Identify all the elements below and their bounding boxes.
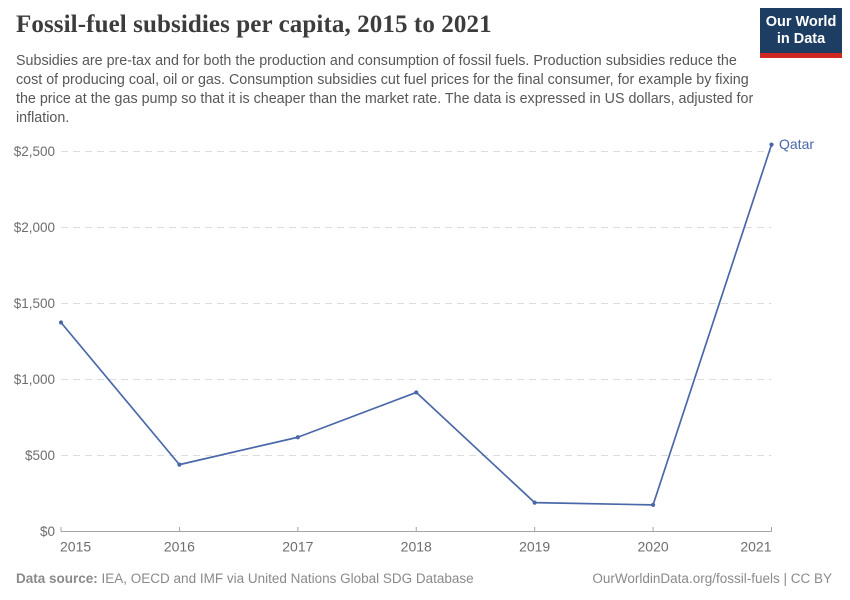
x-axis-tick-label: 2018 <box>401 539 432 555</box>
y-axis-tick-label: $500 <box>25 448 55 463</box>
series-label-qatar[interactable]: Qatar <box>779 136 814 152</box>
data-point[interactable] <box>177 462 182 467</box>
data-point[interactable] <box>414 390 419 395</box>
owid-logo-line2: in Data <box>776 30 826 47</box>
x-axis-tick-label: 2015 <box>60 539 91 555</box>
y-axis-tick-label: $0 <box>40 524 55 539</box>
data-source-label: Data source: <box>16 571 98 586</box>
owid-logo[interactable]: Our World in Data <box>760 8 842 58</box>
page-title: Fossil-fuel subsidies per capita, 2015 t… <box>16 11 492 38</box>
x-axis-tick-label: 2017 <box>282 539 313 555</box>
y-axis-tick-label: $1,000 <box>14 372 55 387</box>
data-point[interactable] <box>650 502 656 507</box>
x-axis-tick-label: 2019 <box>519 539 550 555</box>
data-source-text: Data source: IEA, OECD and IMF via Unite… <box>16 571 474 586</box>
data-point[interactable] <box>769 142 774 147</box>
chart-subtitle: Subsidies are pre-tax and for both the p… <box>16 53 754 126</box>
chart-footer: Data source: IEA, OECD and IMF via Unite… <box>16 571 832 586</box>
data-point[interactable] <box>58 320 64 325</box>
data-source-value: IEA, OECD and IMF via United Nations Glo… <box>97 571 474 586</box>
owid-logo-line1: Our World <box>765 13 837 30</box>
y-axis-tick-label: $2,000 <box>14 220 55 235</box>
y-axis-tick-label: $1,500 <box>14 296 55 311</box>
x-axis-tick-label: 2020 <box>638 539 669 555</box>
data-point[interactable] <box>532 500 537 505</box>
y-axis-tick-label: $2,500 <box>14 144 55 159</box>
data-point[interactable] <box>295 435 300 440</box>
x-axis-tick-label: 2021 <box>740 539 771 555</box>
credit-link[interactable]: OurWorldinData.org/fossil-fuels | CC BY <box>592 571 832 586</box>
data-line-qatar[interactable] <box>60 144 773 506</box>
x-axis-tick-label: 2016 <box>164 539 195 555</box>
